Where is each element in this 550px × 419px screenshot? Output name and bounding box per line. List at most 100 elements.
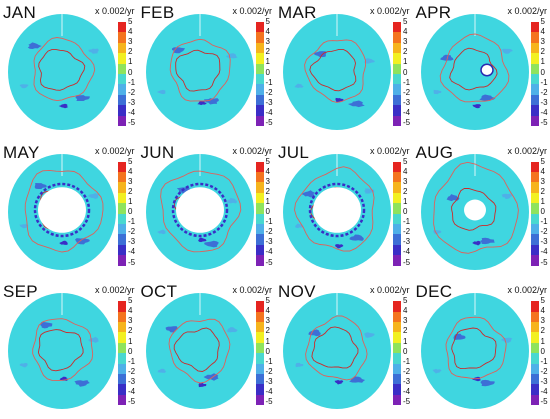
colorbar-tick-label: 1	[128, 336, 133, 346]
trend-patch	[19, 84, 29, 89]
month-panel: MAR x 0.002/yr 5 4 3 2 1 0 -1 -2 -3 -4 -5	[275, 0, 413, 140]
colorbar-segment	[530, 182, 539, 193]
colorbar-segment	[255, 311, 264, 322]
ice-edge-trend-ring	[171, 182, 228, 237]
colorbar-segment	[118, 182, 126, 193]
trend-patch	[74, 380, 90, 387]
colorbar-segment	[255, 182, 264, 193]
colorbar-segment	[118, 321, 126, 333]
trend-patch	[349, 376, 366, 383]
colorbar-segment	[118, 353, 126, 364]
colorbar-segment	[255, 22, 264, 33]
colorbar-tick-label: 1	[403, 336, 408, 346]
colorbar-tick-label: -5	[128, 397, 136, 407]
outer-contour	[24, 169, 104, 253]
colorbar-tick-label: 2	[540, 326, 545, 336]
colorbar-segment	[255, 321, 264, 333]
trend-patch	[334, 380, 344, 385]
colorbar-segment	[530, 115, 539, 126]
polar-map	[145, 8, 254, 130]
month-panel: JUN x 0.002/yr 5 4 3 2 1 0 -1 -2 -3 -4 -5	[138, 140, 276, 280]
colorbar-tick-label: 3	[128, 316, 133, 326]
month-panel: NOV x 0.002/yr 5 4 3 2 1 0 -1 -2 -3 -4 -5	[275, 279, 413, 419]
polar-map	[420, 287, 529, 410]
continent-outline	[38, 49, 86, 91]
colorbar-tick-label: 0	[540, 67, 545, 77]
colorbar-segment	[530, 384, 539, 395]
colorbar-tick-label: 1	[403, 57, 408, 67]
colorbar-tick-label: 0	[540, 346, 545, 356]
colorbar-segment	[118, 342, 126, 354]
colorbar	[530, 301, 539, 406]
colorbar-tick-label: -2	[540, 87, 548, 97]
trend-patch	[197, 237, 206, 242]
colorbar-tick-label: -4	[128, 387, 136, 397]
trend-patch	[335, 243, 344, 249]
month-panel: SEP x 0.002/yr 5 4 3 2 1 0 -1 -2 -3 -4 -5	[0, 279, 138, 419]
colorbar	[530, 161, 539, 266]
colorbar-segment	[255, 332, 264, 343]
colorbar-tick-label: -5	[540, 118, 548, 127]
ice-core	[175, 186, 224, 233]
month-label: SEP	[3, 282, 38, 302]
colorbar-tick-label: -4	[128, 107, 136, 117]
colorbar-tick-label: -2	[403, 227, 411, 237]
colorbar-segment	[255, 161, 264, 172]
outer-contour	[33, 37, 96, 102]
trend-patch	[471, 240, 481, 246]
colorbar-segment	[530, 105, 539, 116]
colorbar-segment	[118, 223, 126, 235]
colorbar-tick-label: -1	[265, 217, 273, 227]
colorbar-segment	[118, 42, 126, 54]
colorbar-tick-label: -5	[403, 257, 411, 267]
trend-patch	[335, 97, 344, 103]
colorbar-segment	[118, 63, 126, 74]
colorbar-segment	[255, 363, 264, 374]
trend-patch	[197, 383, 206, 388]
colorbar-tick-label: 0	[265, 346, 270, 356]
colorbar-tick-label: -4	[540, 387, 548, 397]
colorbar-segment	[530, 171, 539, 183]
colorbar-tick-label: 3	[403, 316, 408, 326]
ice-core	[479, 63, 494, 77]
colorbar-tick-label: 5	[540, 17, 545, 26]
colorbar-ticks: 5 4 3 2 1 0 -1 -2 -3 -4 -5	[541, 157, 550, 268]
colorbar-segment	[255, 94, 264, 106]
colorbar-segment	[393, 203, 401, 214]
colorbar-tick-label: 0	[128, 67, 133, 77]
colorbar-tick-label: -4	[540, 107, 548, 117]
trend-patch	[349, 234, 364, 241]
colorbar-tick-label: 5	[128, 156, 133, 166]
colorbar	[530, 22, 539, 126]
colorbar-tick-label: -1	[128, 356, 136, 366]
polar-map	[283, 287, 391, 410]
colorbar-tick-label: 2	[540, 47, 545, 57]
colorbar-tick-label: -2	[128, 87, 136, 97]
colorbar-ticks: 5 4 3 2 1 0 -1 -2 -3 -4 -5	[266, 18, 278, 128]
colorbar-tick-label: 3	[403, 37, 408, 47]
colorbar-segment	[530, 192, 539, 204]
colorbar-tick-label: 5	[128, 296, 133, 306]
colorbar-tick-label: -2	[128, 366, 136, 376]
colorbar-segment	[530, 161, 539, 172]
trend-patch	[480, 380, 495, 387]
map-disk	[283, 14, 391, 130]
colorbar-segment	[255, 32, 264, 43]
trend-patch	[479, 237, 495, 244]
month-label: DEC	[415, 282, 453, 302]
colorbar-tick-label: 5	[540, 296, 545, 306]
colorbar-tick-label: -1	[540, 356, 548, 366]
colorbar-tick-label: 3	[265, 176, 270, 186]
colorbar-tick-label: -4	[265, 247, 273, 257]
colorbar-tick-label: 4	[128, 306, 133, 316]
trend-patch	[87, 192, 99, 199]
unit-label: x 0.002/yr	[369, 285, 410, 296]
trend-patch	[88, 48, 99, 54]
colorbar-ticks: 5 4 3 2 1 0 -1 -2 -3 -4 -5	[128, 18, 140, 128]
colorbar-tick-label: 2	[265, 186, 270, 196]
colorbar-tick-label: -5	[128, 118, 136, 127]
colorbar-segment	[530, 342, 539, 354]
colorbar-segment	[530, 244, 539, 256]
unit-label: x 0.002/yr	[507, 145, 547, 156]
